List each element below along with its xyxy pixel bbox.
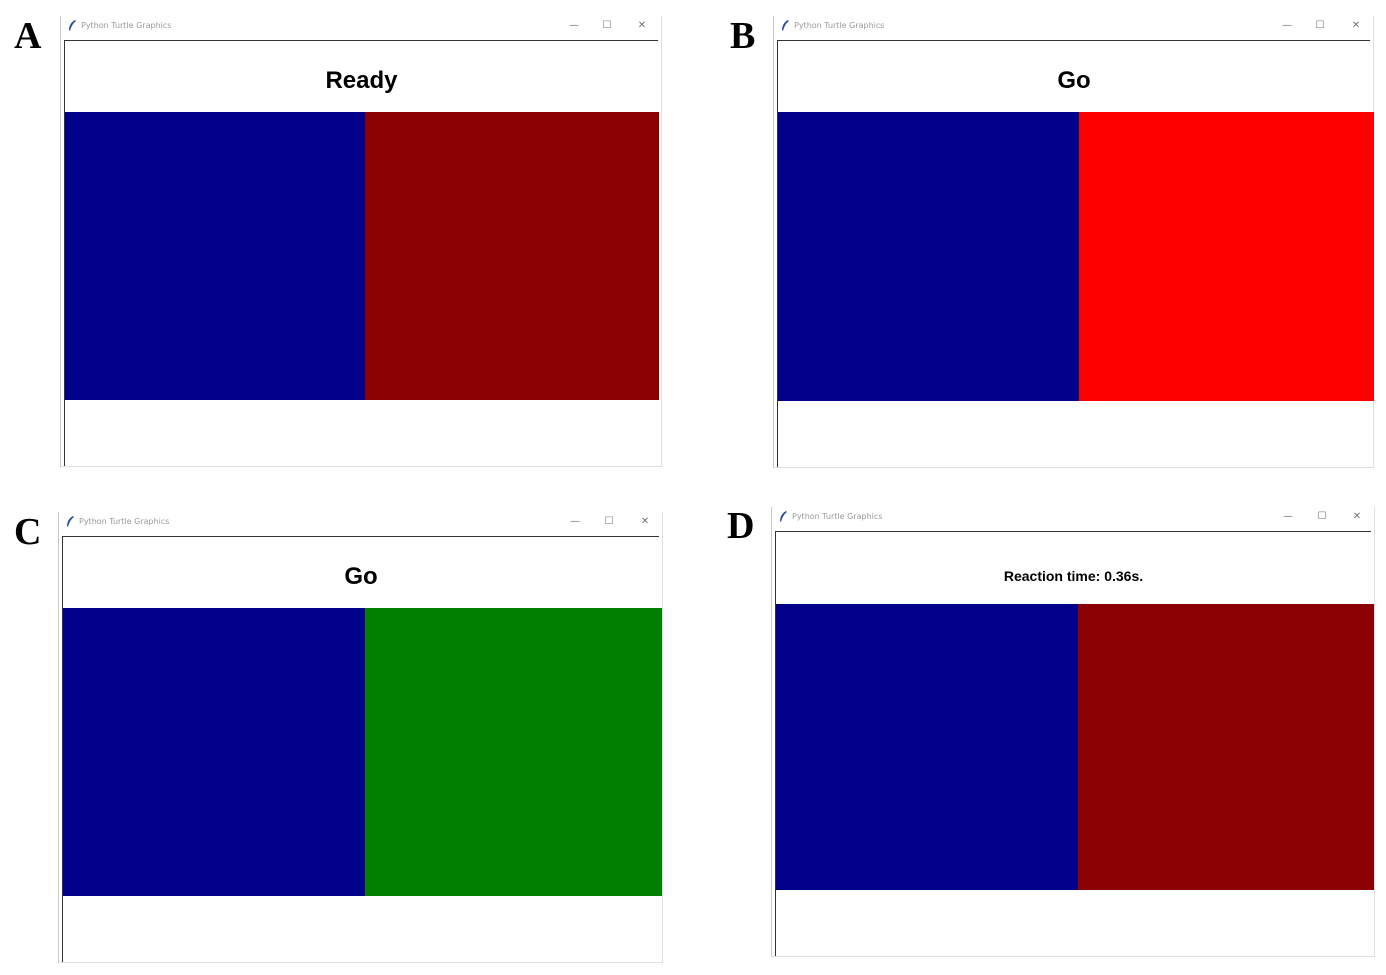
status-message: Go: [344, 563, 378, 590]
maximize-icon[interactable]: ☐: [1315, 20, 1325, 31]
status-message: Ready: [325, 67, 398, 94]
title-bar[interactable]: Python Turtle Graphics — ☐ ✕: [59, 512, 662, 534]
python-feather-icon: [780, 511, 787, 522]
minimize-icon[interactable]: —: [1282, 20, 1292, 31]
close-icon[interactable]: ✕: [1351, 20, 1361, 31]
window-title: Python Turtle Graphics: [792, 512, 883, 521]
left-rectangle: [65, 112, 365, 400]
close-icon[interactable]: ✕: [1352, 511, 1362, 522]
turtle-window-c: Python Turtle Graphics — ☐ ✕ Go: [58, 512, 663, 963]
maximize-icon[interactable]: ☐: [1317, 511, 1327, 522]
turtle-window-a: Python Turtle Graphics — ☐ ✕ Ready: [60, 16, 662, 467]
right-rectangle: [1079, 112, 1374, 401]
left-rectangle: [776, 604, 1078, 890]
panel-label-c: C: [14, 511, 42, 553]
title-bar[interactable]: Python Turtle Graphics — ☐ ✕: [774, 16, 1373, 38]
close-icon[interactable]: ✕: [637, 20, 647, 31]
python-feather-icon: [69, 20, 76, 31]
panel-label-d: D: [727, 505, 755, 547]
status-message: Reaction time: 0.36s.: [1003, 568, 1144, 584]
title-bar[interactable]: Python Turtle Graphics — ☐ ✕: [61, 16, 661, 38]
panel-label-a: A: [14, 15, 42, 57]
turtle-canvas[interactable]: Reaction time: 0.36s.: [775, 531, 1374, 956]
right-rectangle: [1078, 604, 1374, 890]
left-rectangle: [778, 112, 1079, 401]
status-message: Go: [1057, 67, 1091, 94]
minimize-icon[interactable]: —: [1283, 511, 1293, 522]
minimize-icon[interactable]: —: [570, 516, 580, 527]
panel-label-b: B: [730, 15, 756, 57]
window-title: Python Turtle Graphics: [79, 517, 170, 526]
right-rectangle: [365, 608, 662, 896]
window-title: Python Turtle Graphics: [81, 21, 172, 30]
left-rectangle: [63, 608, 365, 896]
close-icon[interactable]: ✕: [640, 516, 650, 527]
turtle-canvas[interactable]: Go: [62, 536, 662, 962]
python-feather-icon: [67, 516, 74, 527]
minimize-icon[interactable]: —: [569, 20, 579, 31]
title-bar[interactable]: Python Turtle Graphics — ☐ ✕: [772, 507, 1374, 529]
turtle-canvas[interactable]: Ready: [64, 40, 659, 466]
turtle-window-b: Python Turtle Graphics — ☐ ✕ Go: [773, 16, 1374, 468]
maximize-icon[interactable]: ☐: [602, 20, 612, 31]
window-title: Python Turtle Graphics: [794, 21, 885, 30]
turtle-canvas[interactable]: Go: [777, 40, 1374, 467]
turtle-window-d: Python Turtle Graphics — ☐ ✕ Reaction ti…: [771, 507, 1375, 957]
right-rectangle: [365, 112, 659, 400]
python-feather-icon: [782, 20, 789, 31]
maximize-icon[interactable]: ☐: [604, 516, 614, 527]
